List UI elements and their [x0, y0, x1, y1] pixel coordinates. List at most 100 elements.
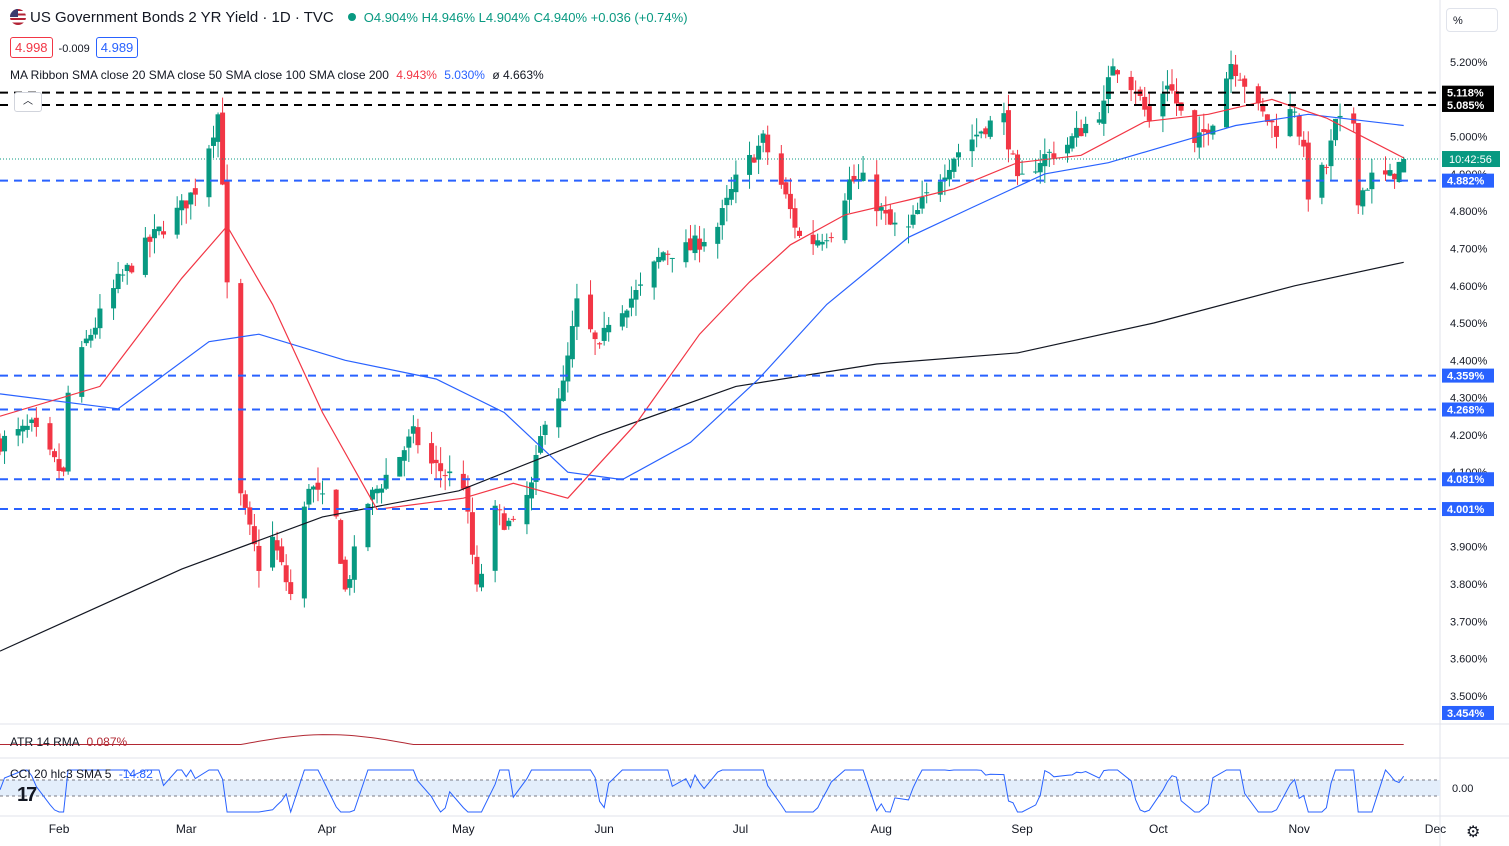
candle-body	[1205, 129, 1211, 134]
candle-body	[1301, 139, 1307, 147]
candle-body	[1396, 161, 1402, 183]
candle-body	[206, 148, 212, 198]
candle-body	[1196, 132, 1202, 148]
candle-body	[1273, 125, 1279, 137]
candle-body	[1005, 110, 1011, 150]
candle-body	[129, 265, 135, 273]
level-label-bg	[1442, 402, 1494, 417]
collapse-legend-button[interactable]: ︿	[14, 92, 42, 112]
candle-body	[860, 172, 866, 182]
candle-body	[1351, 113, 1357, 124]
symbol-title[interactable]: US Government Bonds 2 YR Yield · 1D · TV…	[30, 9, 334, 26]
y-tick-label: 3.900%	[1450, 542, 1488, 554]
candle-body	[1264, 114, 1270, 122]
candle-body	[1269, 120, 1275, 123]
candle-body	[978, 131, 984, 134]
candle-body	[951, 158, 957, 172]
bid-ask-row: 4.998 -0.009 4.989	[10, 37, 139, 58]
candle-body	[1228, 64, 1234, 80]
candle-body	[1328, 140, 1334, 167]
candle-body	[765, 134, 771, 153]
candle-body	[447, 471, 453, 474]
sell-price-button[interactable]: 4.998	[10, 37, 53, 58]
countdown-label: 10:42:56	[1449, 154, 1492, 166]
candle-body	[955, 152, 961, 158]
y-tick-label: 3.700%	[1450, 616, 1488, 628]
candle-body	[156, 226, 162, 232]
candle-body	[1369, 172, 1375, 190]
candle-body	[501, 513, 507, 530]
candle-body	[1078, 128, 1084, 137]
x-tick-label: Jun	[594, 822, 613, 836]
buy-price-button[interactable]: 4.989	[95, 37, 139, 58]
candle-body	[851, 175, 857, 182]
ma-ribbon-legend[interactable]: MA Ribbon SMA close 20 SMA close 50 SMA …	[10, 68, 544, 82]
candle-body	[88, 334, 94, 341]
candle-body	[606, 324, 612, 333]
candle-body	[215, 114, 221, 142]
candle-body	[479, 573, 485, 588]
candle-body	[592, 332, 598, 340]
candle-body	[410, 426, 416, 434]
x-tick-label: Dec	[1425, 822, 1446, 836]
level-label-bg	[1442, 85, 1494, 100]
candle-body	[1360, 190, 1366, 207]
candle-body	[460, 473, 466, 489]
y-tick-label: 4.700%	[1450, 243, 1488, 255]
candle-body	[65, 392, 71, 472]
candle-body	[588, 294, 594, 330]
candle-body	[1096, 119, 1102, 123]
atr-legend[interactable]: ATR 14 RMA 0.087%	[10, 735, 127, 749]
level-label: 5.118%	[1447, 88, 1484, 100]
candle-body	[442, 475, 448, 477]
candle-body	[574, 298, 580, 327]
market-open-dot-icon	[347, 13, 356, 21]
y-tick-label: 4.400%	[1450, 355, 1488, 367]
candle-body	[524, 494, 530, 525]
candle-body	[1169, 84, 1175, 91]
candle-body	[892, 222, 898, 225]
candle-body	[1037, 162, 1043, 173]
tradingview-logo[interactable]: 17	[17, 784, 37, 806]
cci-legend[interactable]: CCI 20 hlc3 SMA 5 -14.82	[10, 767, 153, 781]
cci-value: -14.82	[118, 767, 153, 781]
sma50-line	[0, 113, 1404, 481]
candle-body	[1074, 127, 1080, 138]
candle-body	[542, 424, 548, 436]
candle-body	[115, 273, 121, 290]
candle-body	[556, 398, 562, 428]
level-label: 4.268%	[1447, 405, 1485, 417]
candle-body	[874, 174, 880, 212]
candle-body	[946, 169, 952, 180]
candle-body	[1128, 76, 1134, 91]
cci-line	[0, 769, 1405, 814]
ohlc-values: O4.904% H4.946% L4.904% C4.940% +0.036 (…	[363, 10, 688, 25]
candle-body	[983, 128, 989, 135]
candle-body	[379, 488, 385, 493]
candle-body	[147, 236, 153, 242]
percent-scale-button[interactable]: %	[1446, 8, 1498, 32]
settings-gear-icon[interactable]: ⚙	[1466, 824, 1481, 841]
candle-body	[1083, 123, 1089, 134]
candle-body	[724, 197, 730, 206]
candle-body	[256, 545, 262, 571]
candle-body	[656, 256, 662, 263]
level-label: 4.359%	[1447, 371, 1485, 383]
candle-body	[1392, 173, 1398, 180]
candle-body	[701, 241, 707, 247]
candle-body	[161, 231, 167, 235]
candle-body	[1292, 111, 1298, 113]
y-tick-label: 4.300%	[1450, 393, 1488, 405]
level-label: 4.882%	[1447, 176, 1485, 188]
candle-body	[61, 467, 67, 472]
candle-body	[828, 237, 834, 239]
spread-value: -0.009	[58, 43, 90, 55]
candle-body	[438, 463, 444, 472]
candle-body	[52, 451, 58, 458]
symbol-legend: US Government Bonds 2 YR Yield · 1D · TV…	[10, 9, 688, 26]
candle-body	[120, 274, 126, 276]
candle-body	[1401, 159, 1407, 173]
x-tick-label: Oct	[1149, 822, 1168, 836]
y-tick-label: 5.000%	[1450, 132, 1488, 144]
